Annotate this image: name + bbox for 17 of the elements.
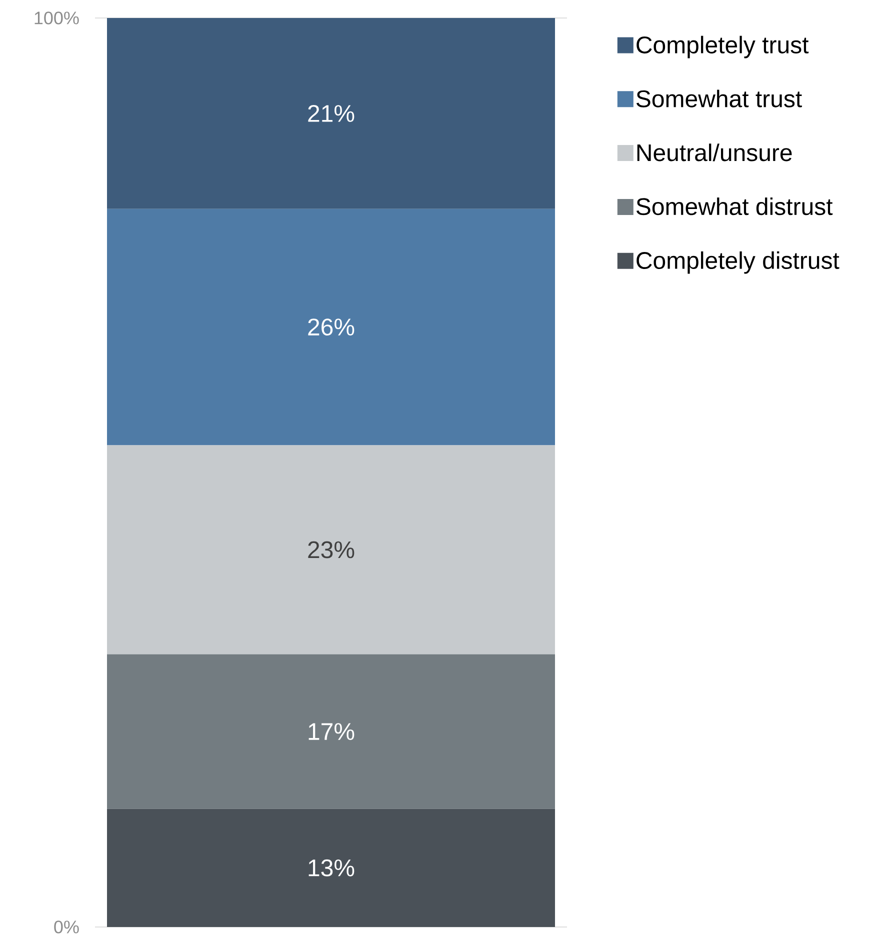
- y-tick-label: 0%: [54, 920, 79, 934]
- data-label: 17%: [308, 723, 354, 740]
- data-label: 13%: [308, 859, 354, 876]
- data-label: 23%: [308, 541, 354, 558]
- bar: [107, 654, 556, 809]
- legend-label: Somewhat distrust: [636, 197, 833, 216]
- bar: [107, 208, 556, 446]
- data-label: 21%: [308, 104, 354, 122]
- legend-label: Completely distrust: [636, 251, 840, 274]
- data-label: 26%: [308, 318, 354, 336]
- legend-label: Neutral/unsure: [637, 144, 792, 162]
- bar: [107, 18, 556, 209]
- bar: [107, 808, 556, 927]
- legend-label: Somewhat trust: [636, 90, 802, 108]
- bar: [107, 445, 556, 654]
- y-tick-label: 100%: [34, 12, 79, 24]
- legend-label: Completely trust: [636, 36, 809, 58]
